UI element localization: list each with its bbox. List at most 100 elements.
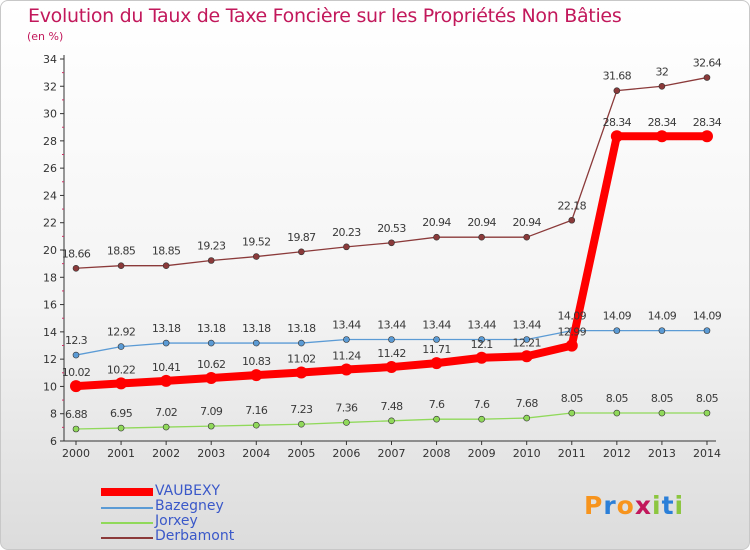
x-tick-label: 2006 <box>332 447 360 460</box>
data-point-bazegney <box>703 327 711 334</box>
data-point-jorxey <box>343 419 350 426</box>
x-tick-label: 2009 <box>468 447 496 460</box>
data-point-bazegney <box>658 327 666 334</box>
logo-letter: i <box>652 491 662 520</box>
data-point-vaubexy <box>205 371 218 384</box>
data-point-derbamont <box>252 253 260 260</box>
chart-title: Evolution du Taux de Taxe Foncière sur l… <box>28 5 622 27</box>
legend-label-bazegney: Bazegney <box>155 498 224 514</box>
y-tick-label: 8 <box>50 408 57 421</box>
data-point-derbamont <box>388 239 395 247</box>
data-label-jorxey: 7.02 <box>155 406 177 419</box>
data-point-bazegney <box>298 339 305 347</box>
data-label-bazegney: 13.44 <box>512 318 541 331</box>
logo-letter: i <box>674 491 685 520</box>
data-label-vaubexy: 11.24 <box>332 350 361 363</box>
data-point-jorxey <box>523 414 531 422</box>
data-point-bazegney <box>252 339 260 347</box>
data-label-jorxey: 7.6 <box>474 398 490 411</box>
data-label-jorxey: 8.05 <box>606 392 629 405</box>
y-tick-label: 28 <box>43 135 57 148</box>
data-label-bazegney: 13.44 <box>422 318 451 331</box>
data-label-jorxey: 7.16 <box>245 404 268 417</box>
y-tick-label: 34 <box>43 53 57 66</box>
x-tick-label: 2003 <box>197 447 225 460</box>
data-point-vaubexy <box>115 377 128 390</box>
data-point-jorxey <box>613 409 621 417</box>
data-point-vaubexy <box>250 369 263 382</box>
x-tick-label: 2007 <box>377 447 405 460</box>
data-label-bazegney: 14.09 <box>693 310 722 323</box>
data-point-vaubexy <box>700 130 713 143</box>
data-label-vaubexy: 10.41 <box>152 361 181 374</box>
data-label-jorxey: 7.23 <box>290 403 313 416</box>
x-tick-label: 2010 <box>513 447 541 460</box>
data-point-bazegney <box>613 327 621 334</box>
data-label-bazegney: 14.09 <box>558 310 587 323</box>
data-label-bazegney: 13.18 <box>242 322 271 335</box>
data-label-derbamont: 19.87 <box>287 231 316 244</box>
legend-swatch-jorxey <box>101 522 153 524</box>
data-label-jorxey: 7.68 <box>516 397 539 410</box>
data-point-derbamont <box>613 87 621 94</box>
data-label-bazegney: 13.18 <box>287 322 316 335</box>
x-tick-label: 2014 <box>693 447 721 460</box>
data-point-derbamont <box>523 233 531 241</box>
data-label-bazegney: 14.09 <box>603 310 632 323</box>
legend-swatch-bazegney <box>101 507 153 509</box>
data-point-derbamont <box>298 248 305 256</box>
data-label-vaubexy: 28.34 <box>693 116 722 129</box>
data-point-derbamont <box>568 216 576 224</box>
data-label-bazegney: 13.18 <box>152 322 181 335</box>
legend-swatch-vaubexy <box>101 488 153 496</box>
data-label-derbamont: 32 <box>656 65 669 78</box>
data-point-vaubexy <box>475 351 488 364</box>
data-label-bazegney: 13.44 <box>377 318 406 331</box>
data-point-derbamont <box>478 233 485 241</box>
y-tick-label: 24 <box>43 189 57 202</box>
data-point-derbamont <box>72 264 80 272</box>
y-tick-label: 32 <box>43 80 57 93</box>
data-point-jorxey <box>72 425 80 433</box>
legend-label-vaubexy: VAUBEXY <box>155 483 221 499</box>
data-point-bazegney <box>343 336 350 343</box>
data-label-derbamont: 18.85 <box>107 245 136 258</box>
data-label-vaubexy: 10.22 <box>107 363 136 376</box>
data-label-jorxey: 7.36 <box>335 401 358 414</box>
x-tick-label: 2013 <box>648 447 676 460</box>
x-tick-label: 2011 <box>558 447 586 460</box>
data-point-vaubexy <box>160 374 173 387</box>
x-tick-label: 2002 <box>152 447 180 460</box>
data-label-derbamont: 20.94 <box>512 216 541 229</box>
legend-swatch-derbamont <box>101 537 153 539</box>
data-point-derbamont <box>162 262 170 269</box>
legend-label-derbamont: Derbamont <box>155 528 235 544</box>
data-point-vaubexy <box>430 357 443 370</box>
data-label-derbamont: 22.18 <box>558 199 587 212</box>
data-label-vaubexy: 11.02 <box>287 353 316 366</box>
data-point-bazegney <box>523 336 531 343</box>
data-label-derbamont: 18.85 <box>152 245 181 258</box>
data-point-bazegney <box>478 336 485 343</box>
logo-letter: x <box>634 491 652 520</box>
data-point-derbamont <box>117 262 125 269</box>
logo-letter: o <box>616 491 635 520</box>
data-label-vaubexy: 11.42 <box>377 347 406 360</box>
proxiti-logo: Proxiti <box>584 491 684 520</box>
data-label-derbamont: 18.66 <box>62 247 91 260</box>
data-point-bazegney <box>162 339 170 347</box>
data-point-jorxey <box>658 409 666 417</box>
y-tick-label: 22 <box>43 217 57 230</box>
data-label-vaubexy: 12.21 <box>512 336 541 349</box>
data-label-jorxey: 7.48 <box>380 400 403 413</box>
data-point-vaubexy <box>610 130 623 143</box>
data-label-bazegney: 13.18 <box>197 322 226 335</box>
data-point-jorxey <box>252 421 260 429</box>
data-label-jorxey: 6.88 <box>65 408 88 421</box>
data-label-derbamont: 32.64 <box>693 57 722 70</box>
data-label-jorxey: 8.05 <box>561 392 584 405</box>
data-label-vaubexy: 11.71 <box>422 343 451 356</box>
y-tick-label: 6 <box>50 435 57 448</box>
x-tick-label: 2012 <box>603 447 631 460</box>
data-point-jorxey <box>207 422 215 430</box>
